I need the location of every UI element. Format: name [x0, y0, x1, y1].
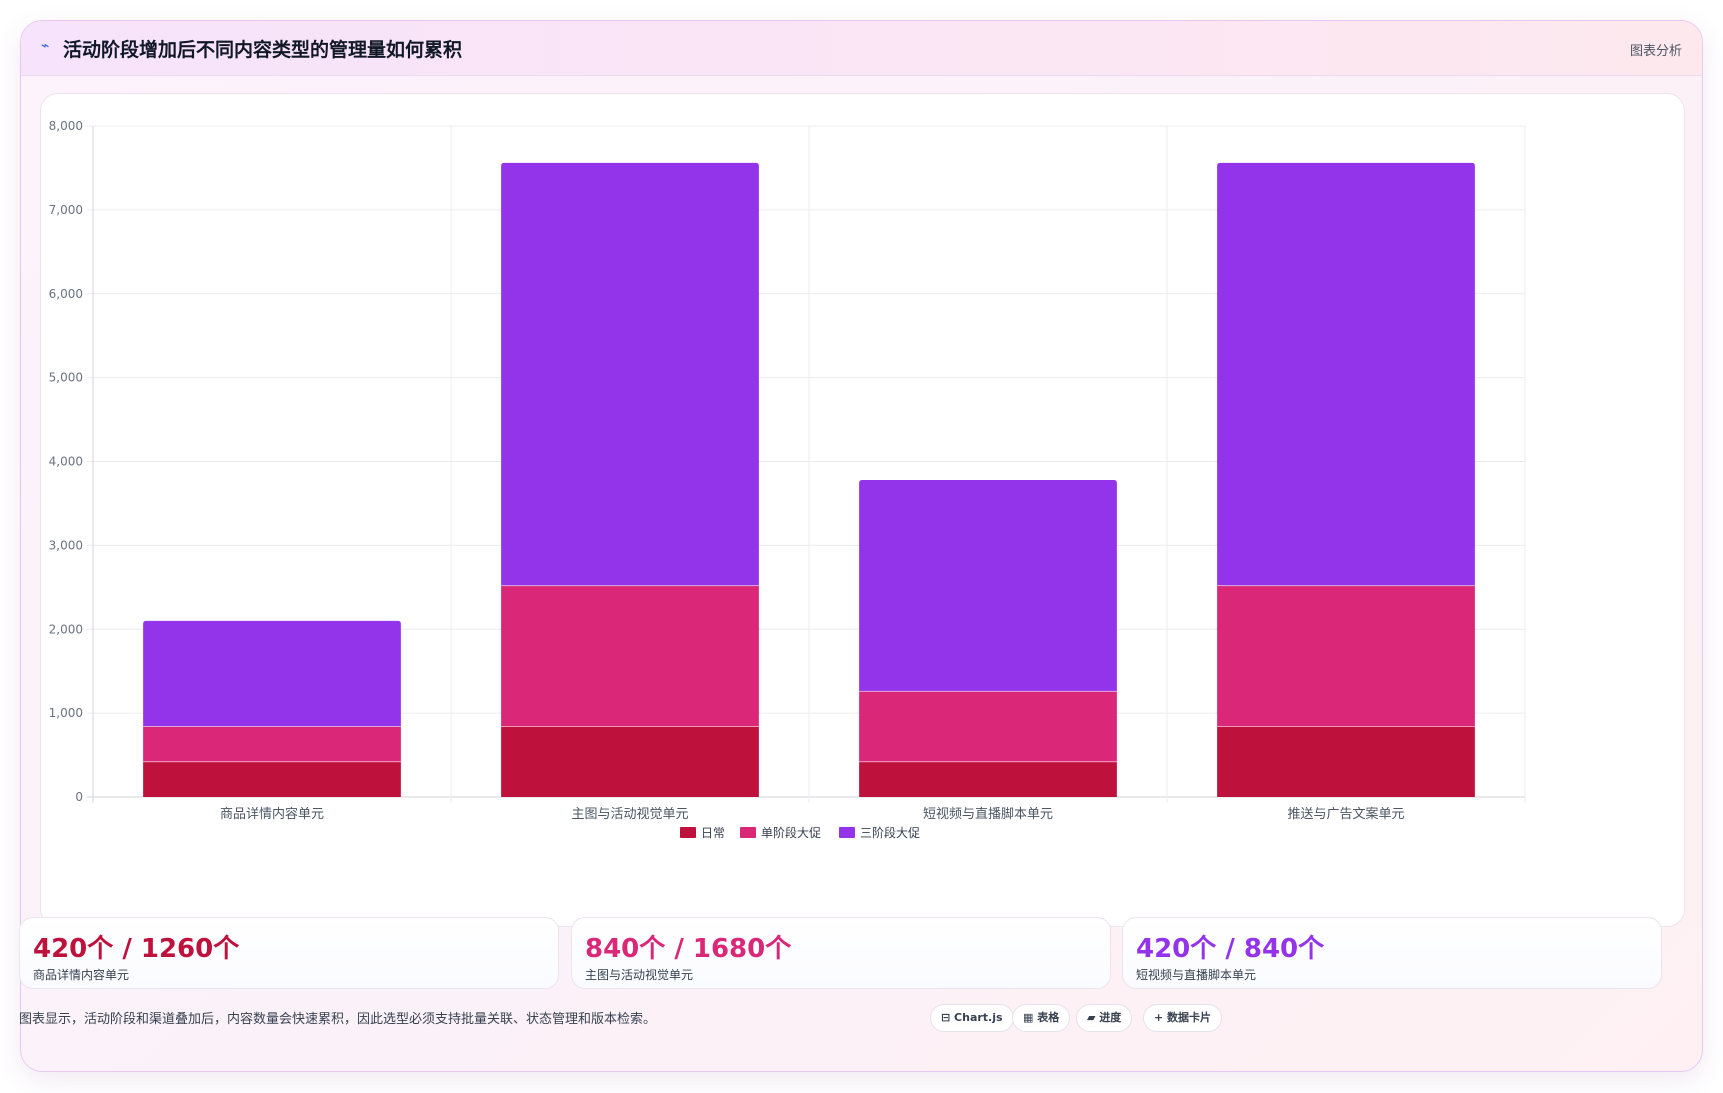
stat-value: 420个 / 840个 — [1136, 934, 1325, 964]
x-tick-label: 主图与活动视觉单元 — [571, 807, 688, 822]
legend-label: 单阶段大促 — [761, 825, 821, 840]
stat-value: 420个 / 1260个 — [33, 934, 240, 964]
y-tick-label: 1,000 — [49, 706, 83, 720]
stacked-bar-chart: 0 1,000 2,000 3,000 4,000 5,000 6,000 7,000 8,00… — [49, 119, 1526, 840]
y-tick-label: 7,000 — [49, 203, 83, 217]
y-tick-label: 6,000 — [49, 287, 83, 301]
bar-segment — [501, 585, 759, 727]
legend-label: 日常 — [701, 826, 725, 840]
page-title: 活动阶段增加后不同内容类型的管理量如何累积 — [63, 39, 463, 61]
stat-row: 420个 / 1260个 商品详情内容单元 840个 / 1680个 主图与活动… — [19, 917, 1664, 989]
chip-data-card[interactable]: + 数据卡片 — [1143, 1004, 1223, 1032]
bar-segment — [859, 479, 1117, 692]
stat-label: 商品详情内容单元 — [33, 968, 130, 982]
stat-card-main-visual: 840个 / 1680个 主图与活动视觉单元 — [571, 917, 1111, 989]
y-tick-label: 0 — [75, 790, 83, 804]
chart-card: ⌁ 活动阶段增加后不同内容类型的管理量如何累积 图表分析 0 1,000 2,000… — [20, 20, 1703, 1072]
stat-card-short-video: 420个 / 840个 短视频与直播脚本单元 — [1122, 917, 1662, 989]
bar-segment — [501, 162, 759, 586]
chart-panel: 0 1,000 2,000 3,000 4,000 5,000 6,000 7,000 8,00… — [40, 93, 1685, 927]
bar-segment — [1217, 162, 1475, 586]
y-tick-label: 2,000 — [49, 622, 83, 636]
stat-card-product-detail: 420个 / 1260个 商品详情内容单元 — [19, 917, 559, 989]
legend-swatch — [680, 827, 696, 838]
y-tick-label: 5,000 — [49, 371, 83, 385]
y-tick-label: 4,000 — [49, 455, 83, 469]
bar-segment — [501, 726, 759, 797]
y-tick-label: 8,000 — [49, 119, 83, 133]
legend-swatch — [740, 827, 756, 838]
bar-segment — [859, 691, 1117, 762]
chip-table[interactable]: ▦ 表格 — [1012, 1004, 1071, 1032]
chart-analysis-link[interactable]: 图表分析 — [1629, 44, 1682, 59]
chip-chartjs[interactable]: ⊟ Chart.js — [930, 1004, 1014, 1032]
legend-swatch — [839, 827, 855, 838]
x-tick-label: 短视频与直播脚本单元 — [923, 806, 1053, 822]
bar-segment — [143, 761, 401, 797]
bar-segment — [1217, 726, 1475, 797]
card-header: ⌁ 活动阶段增加后不同内容类型的管理量如何累积 图表分析 — [21, 21, 1702, 76]
x-tick-label: 推送与广告文案单元 — [1287, 807, 1404, 822]
stat-label: 短视频与直播脚本单元 — [1136, 968, 1257, 982]
x-tick-label: 商品详情内容单元 — [220, 806, 324, 822]
bar-segment — [1217, 585, 1475, 727]
bar-segment — [143, 620, 401, 727]
chart-summary-text: 图表显示，活动阶段和渠道叠加后，内容数量会快速累积，因此选型必须支持批量关联、状… — [19, 1012, 657, 1027]
y-tick-label: 3,000 — [49, 538, 83, 552]
stat-label: 主图与活动视觉单元 — [585, 968, 694, 982]
trend-line-icon: ⌁ — [41, 38, 50, 54]
bar-segment — [859, 761, 1117, 797]
bar-segment — [143, 726, 401, 762]
legend-label: 三阶段大促 — [860, 825, 920, 840]
stat-value: 840个 / 1680个 — [585, 934, 792, 964]
chip-progress[interactable]: ▰ 进度 — [1076, 1004, 1133, 1032]
